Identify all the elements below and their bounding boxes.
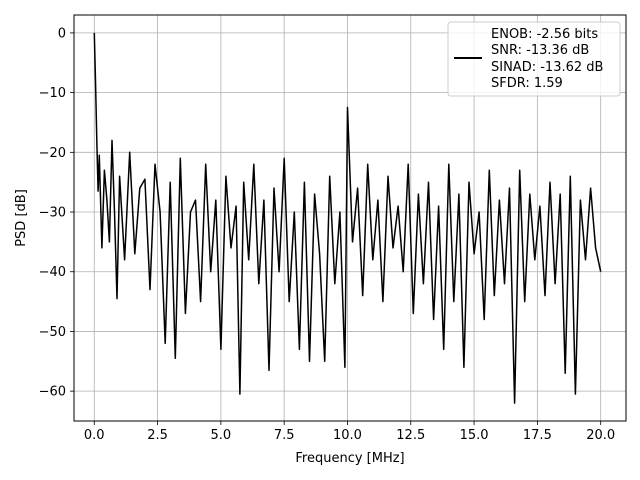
- x-axis-ticks: 0.0 2.5 5.0 7.5 10.0 12.5 15.0 17.5 20.0: [84, 421, 615, 443]
- x-tick-label: 15.0: [460, 428, 489, 443]
- y-tick-label: −50: [39, 325, 66, 340]
- y-tick-label: 0: [58, 26, 66, 41]
- y-tick-label: −60: [39, 385, 66, 400]
- legend-sinad: SINAD: -13.62 dB: [491, 60, 603, 75]
- y-tick-label: −40: [39, 265, 66, 280]
- x-tick-label: 7.5: [274, 428, 295, 443]
- y-axis-title: PSD [dB]: [14, 189, 29, 247]
- psd-series-line: [93, 32, 602, 404]
- x-tick-label: 10.0: [333, 428, 362, 443]
- x-tick-label: 17.5: [523, 428, 552, 443]
- x-tick-label: 0.0: [84, 428, 105, 443]
- legend-box: [447, 21, 621, 97]
- series-layer: [93, 32, 602, 404]
- legend-sfdr: SFDR: 1.59: [491, 76, 563, 91]
- x-tick-label: 20.0: [586, 428, 615, 443]
- y-axis-ticks: 0 −10 −20 −30 −40 −50 −60: [39, 26, 74, 400]
- x-tick-label: 2.5: [147, 428, 168, 443]
- axes-frame: [73, 14, 627, 422]
- legend: ENOB: -2.56 bits SNR: -13.36 dB SINAD: -…: [447, 21, 621, 97]
- y-tick-label: −20: [39, 146, 66, 161]
- legend-enob: ENOB: -2.56 bits: [491, 27, 598, 42]
- y-tick-label: −10: [39, 86, 66, 101]
- x-axis-title: Frequency [MHz]: [295, 451, 404, 466]
- y-tick-label: −30: [39, 206, 66, 221]
- x-tick-label: 12.5: [396, 428, 425, 443]
- x-tick-label: 5.0: [211, 428, 232, 443]
- legend-snr: SNR: -13.36 dB: [491, 43, 589, 58]
